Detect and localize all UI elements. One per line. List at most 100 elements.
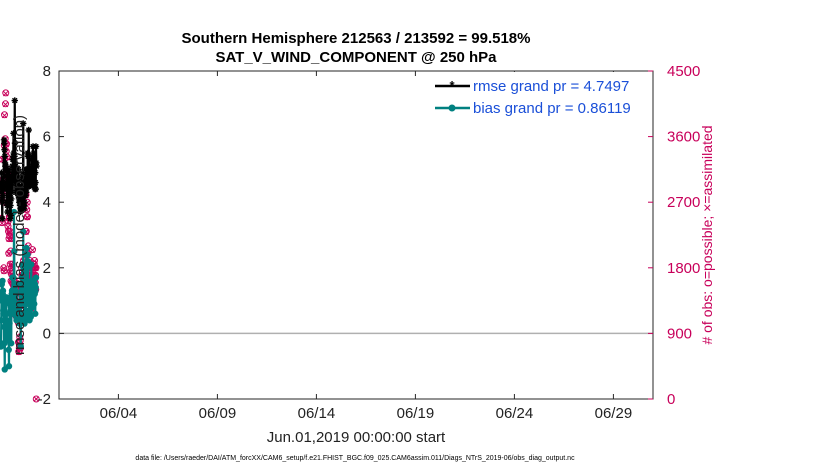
bias-point (27, 313, 34, 321)
rmse-point (32, 143, 40, 150)
bias-point (16, 320, 23, 327)
x-tick-label: 06/14 (298, 405, 336, 422)
rmse-point (1, 146, 8, 153)
bias-point (5, 346, 12, 353)
obs-assimilated-point (33, 265, 39, 272)
x-tick-label: 06/09 (199, 405, 237, 422)
rmse-point-stroke (0, 199, 6, 205)
rmse-point (33, 162, 40, 170)
y2-tick-label: 0 (667, 391, 675, 408)
x-tick-label: 06/04 (100, 405, 138, 422)
x-tick-label: 06/29 (595, 405, 633, 422)
obs-assimilated-stroke (33, 396, 40, 402)
x-axis-label: Jun.01,2019 00:00:00 start (267, 429, 446, 446)
obs-assimilated-point (0, 220, 5, 227)
rmse-point-stroke (0, 215, 5, 222)
obs-assimilated-stroke (5, 224, 11, 230)
obs-assimilated-point (2, 90, 9, 97)
obs-assimilated-stroke (6, 233, 13, 240)
rmse-point-stroke (0, 192, 6, 199)
y-tick-label: 4 (43, 194, 51, 211)
plot-frame (58, 70, 654, 400)
obs-assimilated-point (1, 112, 8, 119)
bias-point (31, 300, 38, 308)
bias-point (0, 277, 6, 285)
rmse-point-stroke (31, 150, 37, 156)
y2-tick-label: 3600 (667, 129, 700, 146)
rmse-point (15, 166, 22, 173)
bias-point (10, 274, 17, 281)
rmse-point (25, 126, 32, 134)
rmse-point-stroke (12, 97, 18, 104)
rmse-point-stroke (14, 176, 20, 182)
obs-possible-point (1, 111, 8, 119)
rmse-point-stroke (6, 173, 13, 179)
legend-box (430, 72, 652, 117)
rmse-point (11, 153, 18, 160)
rmse-point-stroke (33, 186, 39, 192)
obs-assimilated-point (29, 247, 36, 254)
rmse-point-stroke (26, 127, 32, 133)
obs-assimilated-point (1, 268, 7, 275)
y2-tick-label: 2700 (667, 194, 700, 211)
y2-tick-label: 4500 (667, 63, 700, 80)
rmse-point-stroke (8, 212, 14, 219)
bias-point (18, 274, 26, 281)
bias-point (17, 343, 24, 350)
obs-assimilated-stroke (1, 268, 7, 275)
obs-assimilated-stroke (7, 262, 14, 268)
bias-point (6, 320, 13, 327)
bias-point (23, 244, 30, 252)
rmse-point (32, 185, 39, 193)
rmse-point (11, 139, 19, 147)
rmse-point (21, 199, 28, 206)
y-tick-label: 6 (43, 129, 51, 146)
rmse-point (1, 153, 8, 160)
legend-bias-marker (448, 104, 456, 112)
series-layer (0, 97, 40, 373)
bias-point (12, 290, 19, 298)
rmse-point-stroke (12, 140, 18, 146)
bias-point (24, 251, 31, 258)
obs-assimilated-point (2, 101, 9, 108)
x-tick-label: 06/19 (397, 405, 435, 422)
rmse-point-stroke (3, 163, 9, 169)
obs-assimilated-point (24, 214, 31, 221)
rmse-point-stroke (11, 153, 18, 160)
legend-bias-label: bias grand pr = 0.86119 (473, 100, 631, 117)
rmse-point-stroke (30, 176, 36, 182)
obs-assimilated-point (33, 396, 40, 402)
rmse-point-stroke (32, 169, 38, 176)
rmse-point-stroke (15, 166, 22, 173)
obs-assimilated-point (6, 233, 13, 240)
obs-assimilated-point (5, 224, 11, 230)
rmse-point-stroke (28, 156, 34, 163)
obs-assimilated-point (32, 265, 38, 272)
rmse-point (0, 215, 6, 222)
y-axis-label: rmse and bias (model - observation) (11, 115, 28, 355)
rmse-point (11, 97, 18, 104)
chart-title-line2: SAT_V_WIND_COMPONENT @ 250 hPa (215, 49, 497, 66)
obs-assimilated-point (7, 229, 13, 235)
obs-possible-point (24, 213, 31, 221)
x-tick-label: 06/24 (496, 405, 534, 422)
tick-layer: -2 0 2 4 6 8 0 900 1800 2700 3600 4500 06/04 06/09 06/… (38, 63, 701, 422)
rmse-point (4, 208, 11, 216)
rmse-point (7, 212, 14, 219)
rmse-point-stroke (22, 192, 29, 199)
bias-point (32, 310, 39, 317)
data-file-footnote: data file: /Users/raeder/DAI/ATM_forcXX/… (135, 455, 575, 462)
bias-point (28, 261, 35, 268)
obs-assimilated-stroke (7, 229, 13, 235)
bias-point (5, 363, 13, 370)
rmse-point-stroke (7, 202, 14, 209)
rmse-point-stroke (25, 153, 31, 160)
rmse-point-stroke (33, 143, 39, 150)
obs-assimilated-stroke (23, 207, 30, 213)
obs-assimilated-point (7, 262, 14, 268)
y2-tick-label: 900 (667, 325, 692, 342)
rmse-point (20, 120, 27, 127)
bias-point (11, 248, 18, 255)
rmse-point-stroke (2, 153, 8, 160)
